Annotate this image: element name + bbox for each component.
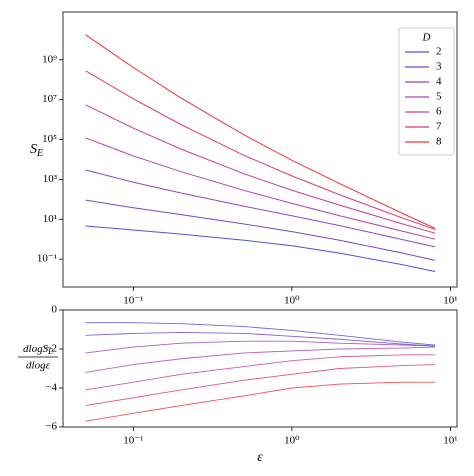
series-line: [85, 169, 436, 248]
y-axis-label-numerator: dlogSE: [23, 343, 53, 356]
y-label-sub: E: [36, 148, 43, 159]
y-tick-label: 10⁻¹: [37, 253, 57, 265]
series-line: [85, 34, 436, 229]
legend-label: 5: [436, 91, 442, 103]
numerator-main: dlogS: [23, 343, 49, 355]
legend-box: [398, 27, 455, 156]
series-line: [85, 225, 436, 272]
x-tick-label: 10¹: [443, 435, 457, 447]
axes-frame: [62, 309, 458, 428]
series-line: [85, 354, 436, 391]
x-tick-label: 10⁰: [284, 295, 300, 307]
x-axis-label: ε: [257, 450, 263, 465]
series-line: [85, 104, 436, 234]
x-tick-label: 10⁰: [284, 435, 300, 447]
legend-label: 2: [436, 46, 442, 58]
series-line: [85, 346, 436, 373]
y-axis-label: SE: [30, 142, 43, 159]
y-tick-label: 0: [52, 304, 58, 316]
series-line: [85, 199, 436, 261]
legend-label: 7: [436, 121, 442, 133]
axes-frame: [62, 11, 458, 288]
y-label-main: S: [30, 142, 37, 157]
series-line: [85, 137, 436, 240]
y-tick-label: −6: [45, 421, 57, 433]
legend-label: 3: [436, 61, 442, 73]
y-axis-label-denominator: dlogε: [26, 360, 51, 372]
y-tick-label: 10⁹: [42, 53, 57, 65]
series-line: [85, 70, 436, 230]
x-tick-label: 10¹: [443, 295, 457, 307]
series-line: [85, 340, 436, 354]
legend-title: D: [422, 32, 431, 44]
y-tick-label: 10⁵: [42, 133, 57, 145]
legend-label: 8: [436, 136, 442, 148]
y-tick-label: 10⁷: [42, 93, 57, 105]
numerator-sub: E: [47, 347, 53, 356]
x-tick-label: 10⁻¹: [123, 435, 143, 447]
y-tick-label: −2: [45, 343, 57, 355]
series-line: [85, 331, 436, 347]
x-tick-label: 10⁻¹: [123, 295, 143, 307]
y-tick-label: −4: [45, 382, 57, 394]
y-tick-label: 10¹: [43, 213, 57, 225]
y-tick-label: 10³: [43, 173, 58, 185]
series-line: [85, 364, 436, 406]
series-line: [85, 381, 436, 422]
series-line: [85, 322, 436, 346]
legend-label: 6: [436, 106, 442, 118]
legend-label: 4: [436, 76, 442, 88]
